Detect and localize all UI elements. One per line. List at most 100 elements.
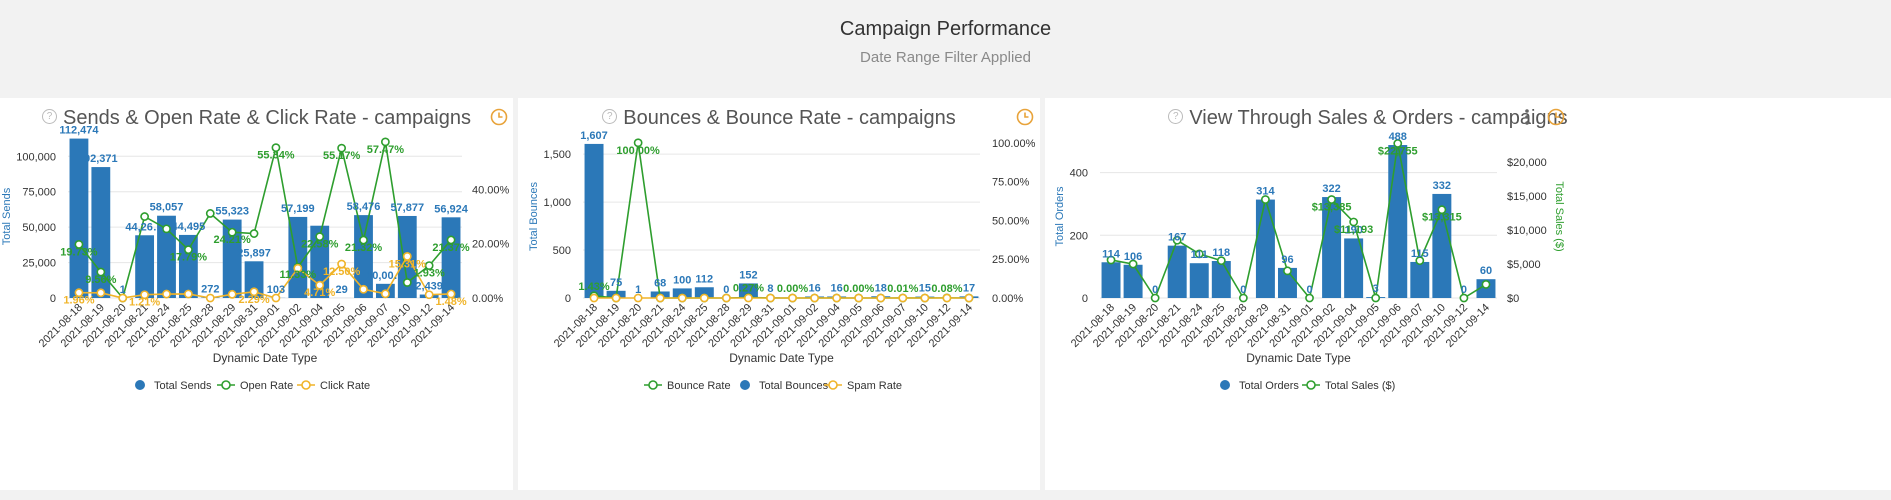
series-point [162,224,171,234]
page-title: Campaign Performance [839,18,1052,40]
data-label: 96 [1281,254,1293,266]
series-point [162,289,171,299]
y-tick-label: 1,500 [543,149,571,161]
series-line [1110,143,1487,301]
data-label: 1 [120,284,126,296]
clock-icon[interactable] [1016,108,1034,126]
sends-chart: 0 25,000 50,000 75,000 100,000 0.00% 20.00% 40.… [1,125,510,392]
data-label: 1 [635,284,641,296]
series-point [446,289,456,299]
data-label: 15.31% [389,258,427,270]
legend-marker [828,380,838,390]
legend-marker [301,380,311,390]
data-label: 60 [1480,265,1492,277]
series-point [1459,293,1469,303]
question-icon[interactable]: ? [1168,109,1184,125]
series-point [183,289,193,299]
panel-title: ? View Through Sales & Orders - campaigns [1045,107,1691,130]
series-point [1261,195,1270,204]
bar [1101,262,1121,298]
bar [244,261,264,298]
y2-tick-label: 100.00% [992,138,1036,150]
data-label: 44,26… [125,221,164,233]
series-point [633,293,643,303]
y-tick-label: 0 [50,293,56,305]
legend-label: Total Sends [154,380,212,392]
data-label: 314 [1256,186,1275,198]
data-label: 19.73% [60,246,98,258]
clock-icon[interactable] [1547,108,1565,126]
y-axis-title: Total Sends [1,187,13,245]
data-label: 332 [1433,180,1451,192]
panel-title: ? Bounces & Bounce Rate - campaigns [518,107,1040,130]
question-icon[interactable]: ? [602,109,618,125]
data-label: 0 [1461,284,1467,296]
data-label: 58,476 [347,201,381,213]
series-point [1305,293,1314,303]
data-label: 106 [1124,251,1142,263]
data-label: 8 [767,283,773,295]
dashboard-header: Campaign Performance Date Range Filter A… [0,0,1891,98]
series-point [96,288,106,298]
series-point [337,259,347,269]
series-point [1150,293,1160,303]
data-label: 0.00% [843,283,874,295]
bar [1255,199,1275,298]
data-label: 111 [1191,249,1208,261]
y2-tick-label: $20,000 [1507,157,1547,169]
y2-tick-label: 40.00% [472,184,510,196]
data-label: 114 [1102,248,1121,260]
series-point [1216,256,1226,266]
data-label: $11,193 [1334,224,1373,236]
y-tick-label: 200 [1070,230,1088,242]
y2-tick-label: 0.00% [992,293,1023,305]
data-label: 272 [201,284,219,296]
series-point [446,235,456,245]
question-icon[interactable]: ? [42,109,58,125]
data-label: 0.00% [777,283,808,295]
series-point [402,278,412,287]
x-axis-title: Dynamic Date Type [729,351,834,365]
panel-title-text: View Through Sales & Orders - campaigns [1189,107,1568,129]
series-point [74,288,84,298]
series-point [380,137,390,147]
data-label: 68 [654,277,666,289]
data-label: 21.32% [345,242,383,254]
series-point [424,261,434,270]
sends-panel: ? Sends & Open Rate & Click Rate - campai… [0,98,513,490]
data-label: 57,199 [281,203,315,215]
y2-tick-label: 25.00% [992,254,1030,266]
clock-icon[interactable] [490,108,508,126]
kebab-icon[interactable] [1524,108,1530,126]
series-point [1172,235,1182,245]
data-label: 92,371 [84,153,118,165]
series-point [315,232,325,242]
data-label: 22.58% [301,239,339,251]
series-point [1437,205,1447,215]
y-axis-title: Total Bounces [528,181,540,251]
data-label: 55.34% [257,150,295,162]
bar [1410,261,1430,298]
data-label: $22,755 [1378,145,1418,157]
series-point [810,293,819,303]
series-point [1194,249,1204,259]
data-label: 0.08% [931,283,962,295]
data-label: 0.27% [733,283,764,295]
legend-label: Total Orders [1239,380,1299,392]
y-tick-label: 100,000 [16,151,56,163]
y-tick-label: 0 [565,293,571,305]
bar [694,287,714,298]
x-axis-title: Dynamic Date Type [213,351,318,365]
sales-panel: ? View Through Sales & Orders - campaigns… [1045,98,1891,490]
legend-marker [135,380,145,390]
bar [584,143,604,298]
bar [157,215,176,298]
data-label: 18 [875,282,887,294]
series-point [677,293,687,303]
series-point [854,293,864,303]
series-point [249,287,259,297]
data-label: 15 [919,283,931,295]
y-axis-title: Total Orders [1054,186,1066,246]
data-label: 100.00% [616,145,660,157]
y-tick-label: 400 [1070,168,1088,180]
